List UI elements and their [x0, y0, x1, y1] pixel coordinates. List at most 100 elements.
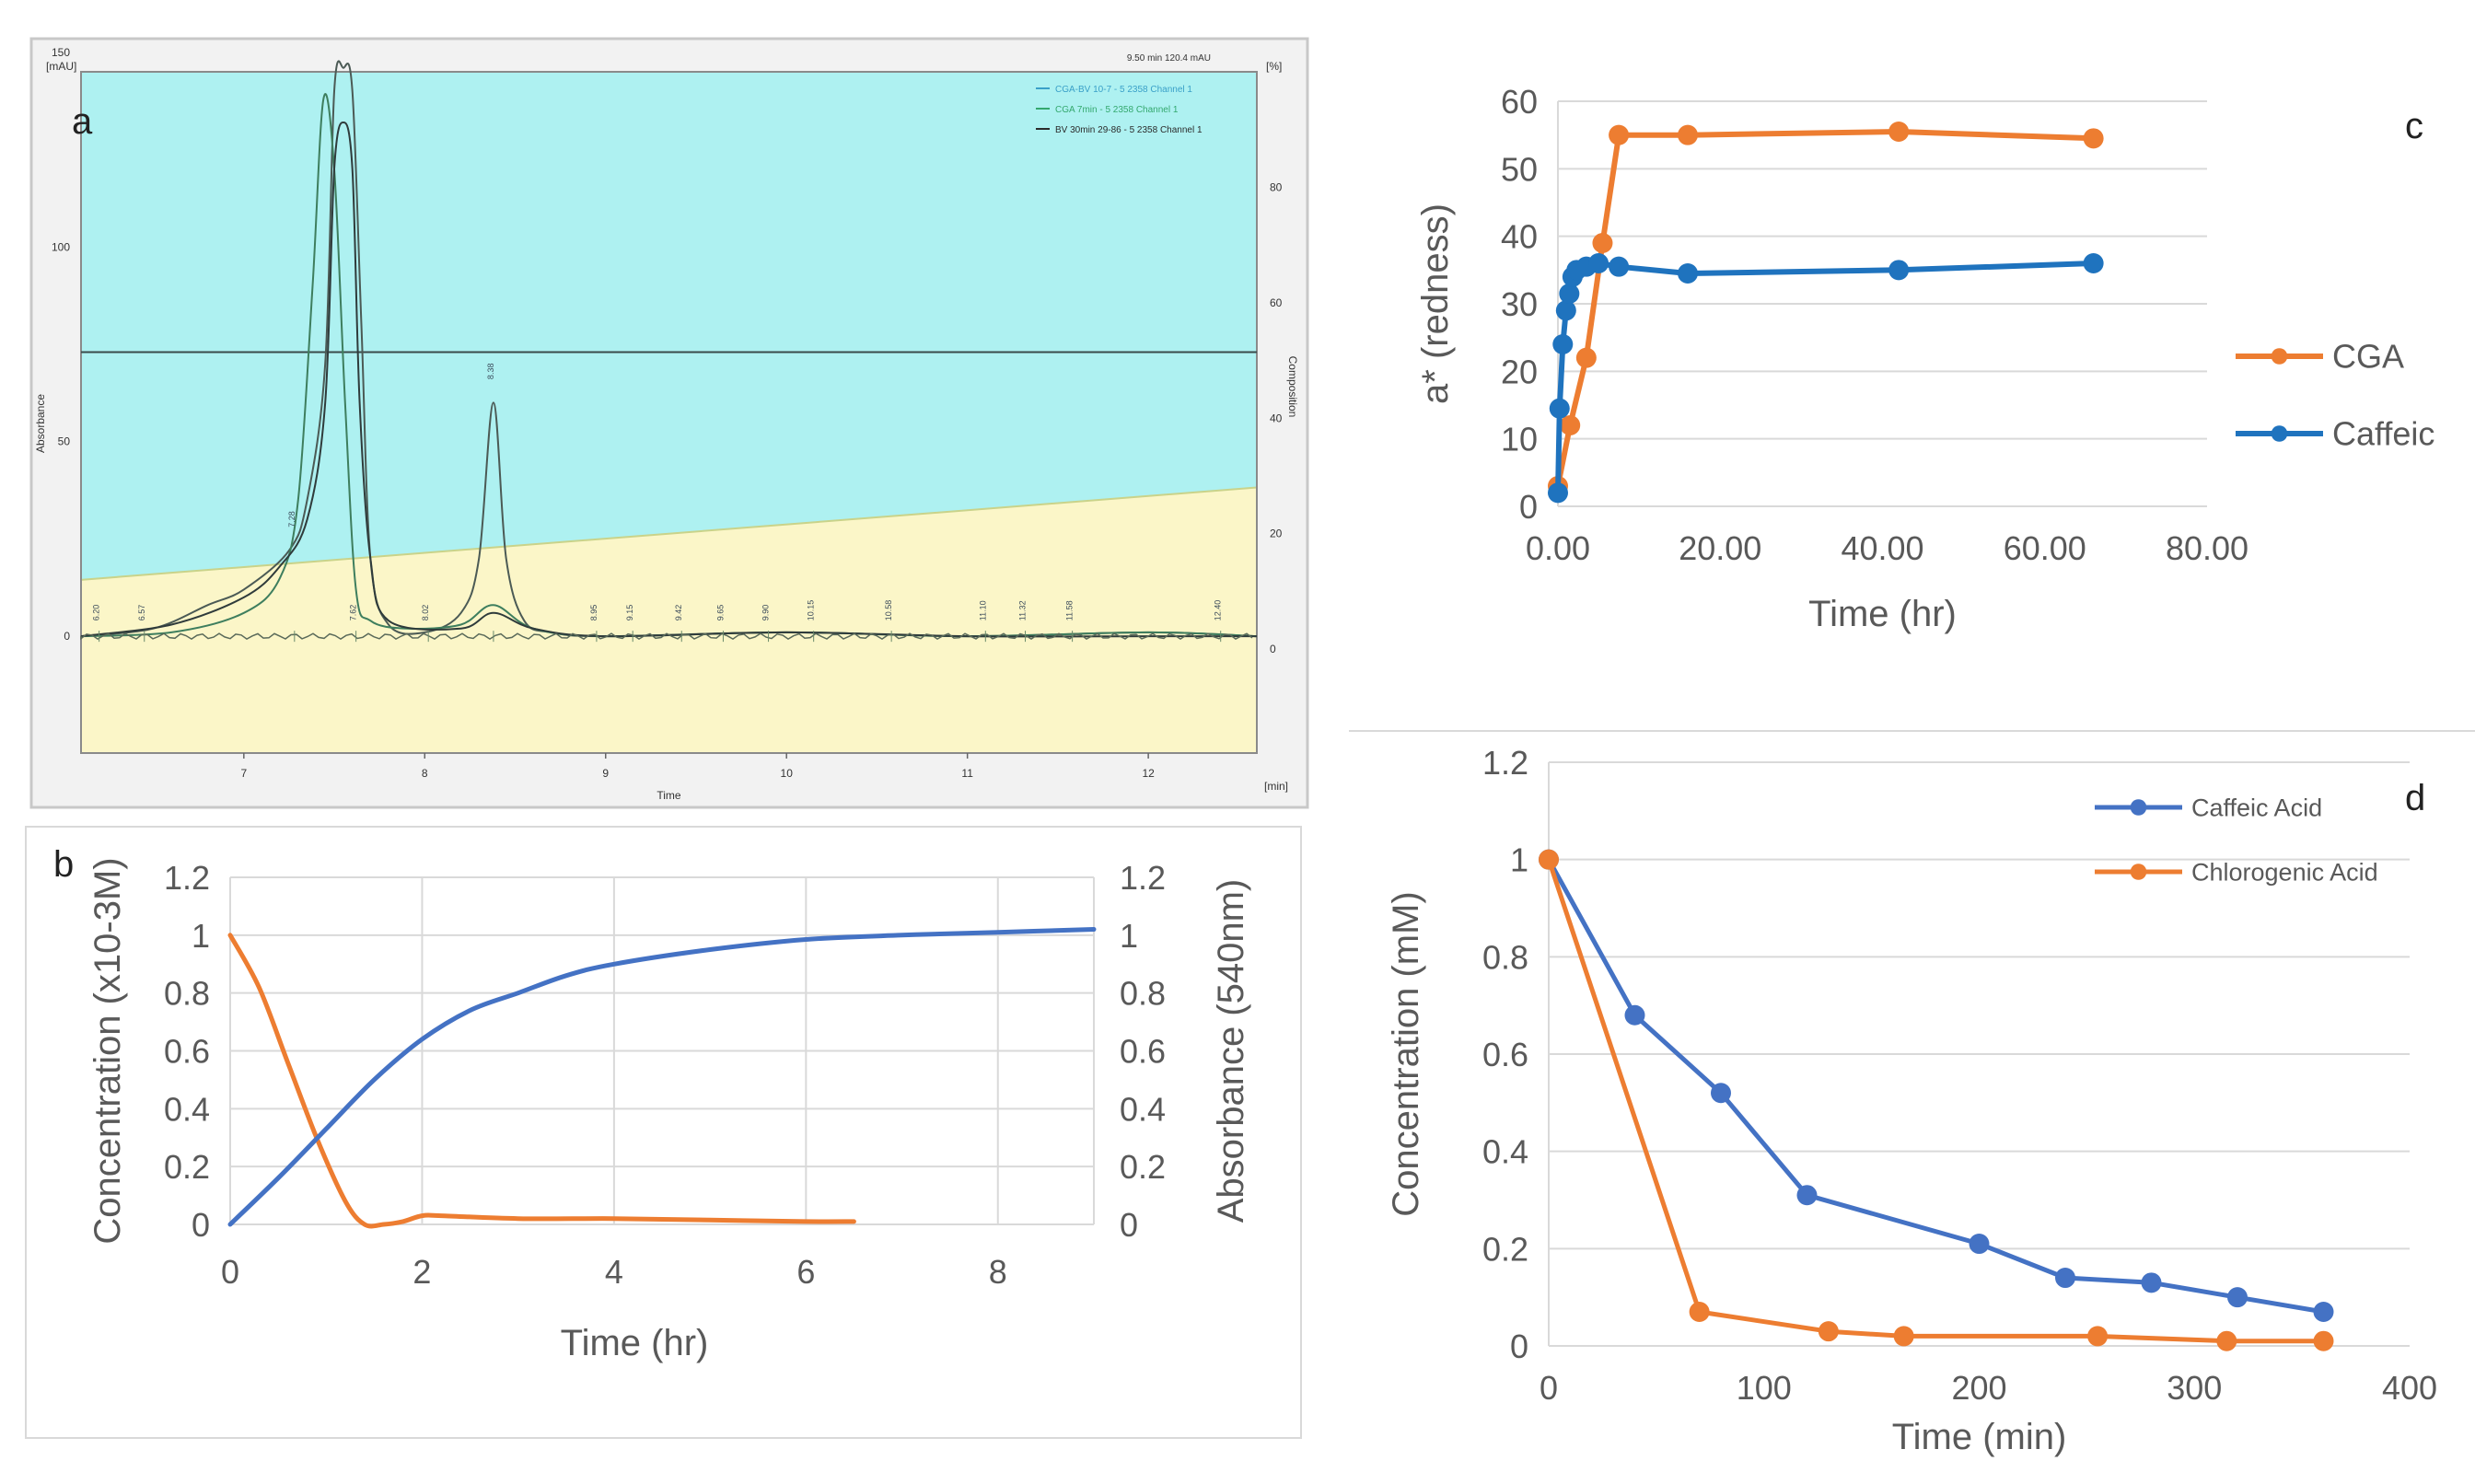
peak-label: 7.62 — [349, 605, 358, 621]
data-point-caffeic-acid — [2227, 1287, 2248, 1308]
legend-entry: CGA 7min - 5 2358 Channel 1 — [1055, 105, 1179, 115]
y2-tick-label: 0 — [1270, 643, 1276, 655]
y-tick-label: 30 — [1501, 285, 1538, 323]
y2-unit-label: [%] — [1266, 60, 1282, 73]
x-tick-label: 80.00 — [2166, 529, 2248, 567]
x-tick-label: 60.00 — [2004, 529, 2086, 567]
y2-tick-label: 60 — [1270, 296, 1283, 309]
data-point-caffeic — [1552, 334, 1574, 354]
data-point-cga — [1888, 122, 1910, 142]
x-axis-title: Time (hr) — [1808, 594, 1957, 634]
x-tick-label: 0 — [221, 1253, 239, 1291]
x-tick-label: 6 — [796, 1253, 815, 1291]
series-line-caffeic-acid — [1546, 857, 2326, 1315]
x-tick-label: 11 — [961, 767, 973, 780]
legend-swatch-marker — [2130, 799, 2147, 816]
data-point-caffeic — [1555, 300, 1576, 321]
data-point-chlorogenic-acid — [2216, 1330, 2237, 1351]
series-line-cga — [1555, 129, 2097, 489]
peak-label: 10.15 — [807, 600, 816, 621]
data-point-chlorogenic-acid — [1818, 1321, 1839, 1342]
chromatogram-plot-border — [80, 71, 1258, 754]
y-tick-label: 0 — [1519, 488, 1538, 526]
y-axis-title: Absorbance — [34, 394, 47, 453]
y-tick-label: 10 — [1501, 421, 1538, 458]
peak-label: 11.32 — [1018, 600, 1028, 620]
data-point-chlorogenic-acid — [2087, 1326, 2109, 1347]
legend-entry: Caffeic Acid — [2191, 794, 2322, 821]
x-tick-label: 7 — [240, 767, 247, 780]
panel-d-concentration-chart: 0 0.2 0.4 0.6 0.8 1 1.2 0 100 200 300 400 Time (min)… — [1386, 744, 2437, 1457]
data-point-cga — [1560, 415, 1581, 435]
y2-tick-label: 80 — [1270, 180, 1283, 193]
x-tick-label: 400 — [2382, 1369, 2437, 1407]
y-unit-label: [mAU] — [46, 60, 76, 73]
peak-label: 11.58 — [1065, 600, 1075, 620]
data-point-caffeic-acid — [2313, 1302, 2334, 1323]
data-point-caffeic — [1888, 260, 1910, 281]
y2-axis-title: Absorbance (540nm) — [1211, 879, 1251, 1223]
y-tick-label: 1 — [192, 917, 210, 955]
peak-label: 8.95 — [589, 605, 598, 621]
x-tick-label: 4 — [605, 1253, 623, 1291]
data-point-caffeic-acid — [2055, 1268, 2075, 1289]
x-tick-label: 12 — [1142, 767, 1155, 780]
data-point-caffeic-acid — [2141, 1272, 2162, 1293]
data-point-caffeic-acid — [1624, 1004, 1645, 1026]
x-tick-label: 0 — [1540, 1369, 1558, 1407]
panel-label-b: b — [53, 844, 74, 885]
x-tick-label: 9 — [602, 767, 609, 780]
y-axis-title: Concentration (mM) — [1386, 891, 1426, 1216]
y-tick-label: 20 — [1501, 353, 1538, 390]
y2-axis-title: Composition — [1286, 356, 1299, 418]
y2-tick-label: 0.6 — [1120, 1033, 1166, 1071]
y2-tick-label: 40 — [1270, 412, 1283, 424]
y2-tick-label: 20 — [1270, 528, 1283, 540]
y2-tick-label: 0.4 — [1120, 1090, 1166, 1128]
data-point-chlorogenic-acid — [1893, 1326, 1914, 1347]
y2-tick-label: 1.2 — [1120, 859, 1166, 897]
y-tick-label: 0 — [192, 1206, 210, 1244]
peak-label: 6.20 — [92, 605, 101, 621]
x-axis-title: Time — [657, 789, 681, 802]
y-tick-label: 1.2 — [164, 859, 210, 897]
peak-label: 9.15 — [625, 605, 634, 621]
data-point-caffeic — [2083, 253, 2104, 273]
series-line-chlorogenic-acid — [1546, 857, 2326, 1344]
y-tick-label: 0.6 — [164, 1033, 210, 1071]
panel-b-concentration-absorbance-chart: 0 00.2 0.20.4 0.40.6 0.60.8 0.81 11.2 1.20 2 4 6 8T… — [25, 826, 1302, 1439]
y2-tick-label: 0.8 — [1120, 975, 1166, 1013]
legend-swatch-marker — [2130, 864, 2147, 880]
y-tick-label: 0.6 — [1482, 1036, 1528, 1073]
data-point-chlorogenic-acid — [1689, 1302, 1710, 1323]
y-tick-label: 0.4 — [1482, 1133, 1528, 1171]
panel-label-a: a — [72, 101, 93, 142]
x-tick-label: 300 — [2167, 1369, 2222, 1407]
peak-label: 7.28 — [287, 511, 296, 528]
peak-label: 11.10 — [978, 600, 987, 620]
gradient-composition-area — [81, 487, 1257, 753]
data-point-caffeic — [1678, 263, 1698, 284]
panel-c-redness-chart: 0 10 20 30 40 50 60 0.00 20.00 40.00 60.00 80.00 Tim… — [1349, 83, 2475, 732]
data-point-chlorogenic-acid — [2313, 1330, 2334, 1351]
data-point-caffeic — [1559, 284, 1580, 304]
y-tick-label: 0.4 — [164, 1090, 210, 1128]
x-axis-title: Time (hr) — [561, 1323, 709, 1363]
y-tick-label: 0.8 — [164, 975, 210, 1013]
data-point-cga — [2083, 128, 2104, 149]
legend-entry: BV 30min 29-86 - 5 2358 Channel 1 — [1055, 125, 1203, 135]
peak-label: 8.02 — [421, 605, 430, 621]
data-point-caffeic — [1609, 256, 1630, 277]
y-tick-label: 0.2 — [164, 1148, 210, 1186]
data-point-cga — [1609, 124, 1630, 145]
y-tick-label: 0 — [64, 630, 70, 643]
y-tick-label: 0.8 — [1482, 938, 1528, 976]
panel-label-c: c — [2405, 106, 2423, 146]
peak-label: 9.42 — [674, 605, 683, 621]
data-point-caffeic — [1588, 253, 1609, 273]
y2-tick-label: 1 — [1120, 917, 1138, 955]
data-point-cga — [1678, 124, 1698, 145]
data-point-caffeic-acid — [1711, 1083, 1731, 1104]
data-point-chlorogenic-acid — [1539, 849, 1559, 870]
